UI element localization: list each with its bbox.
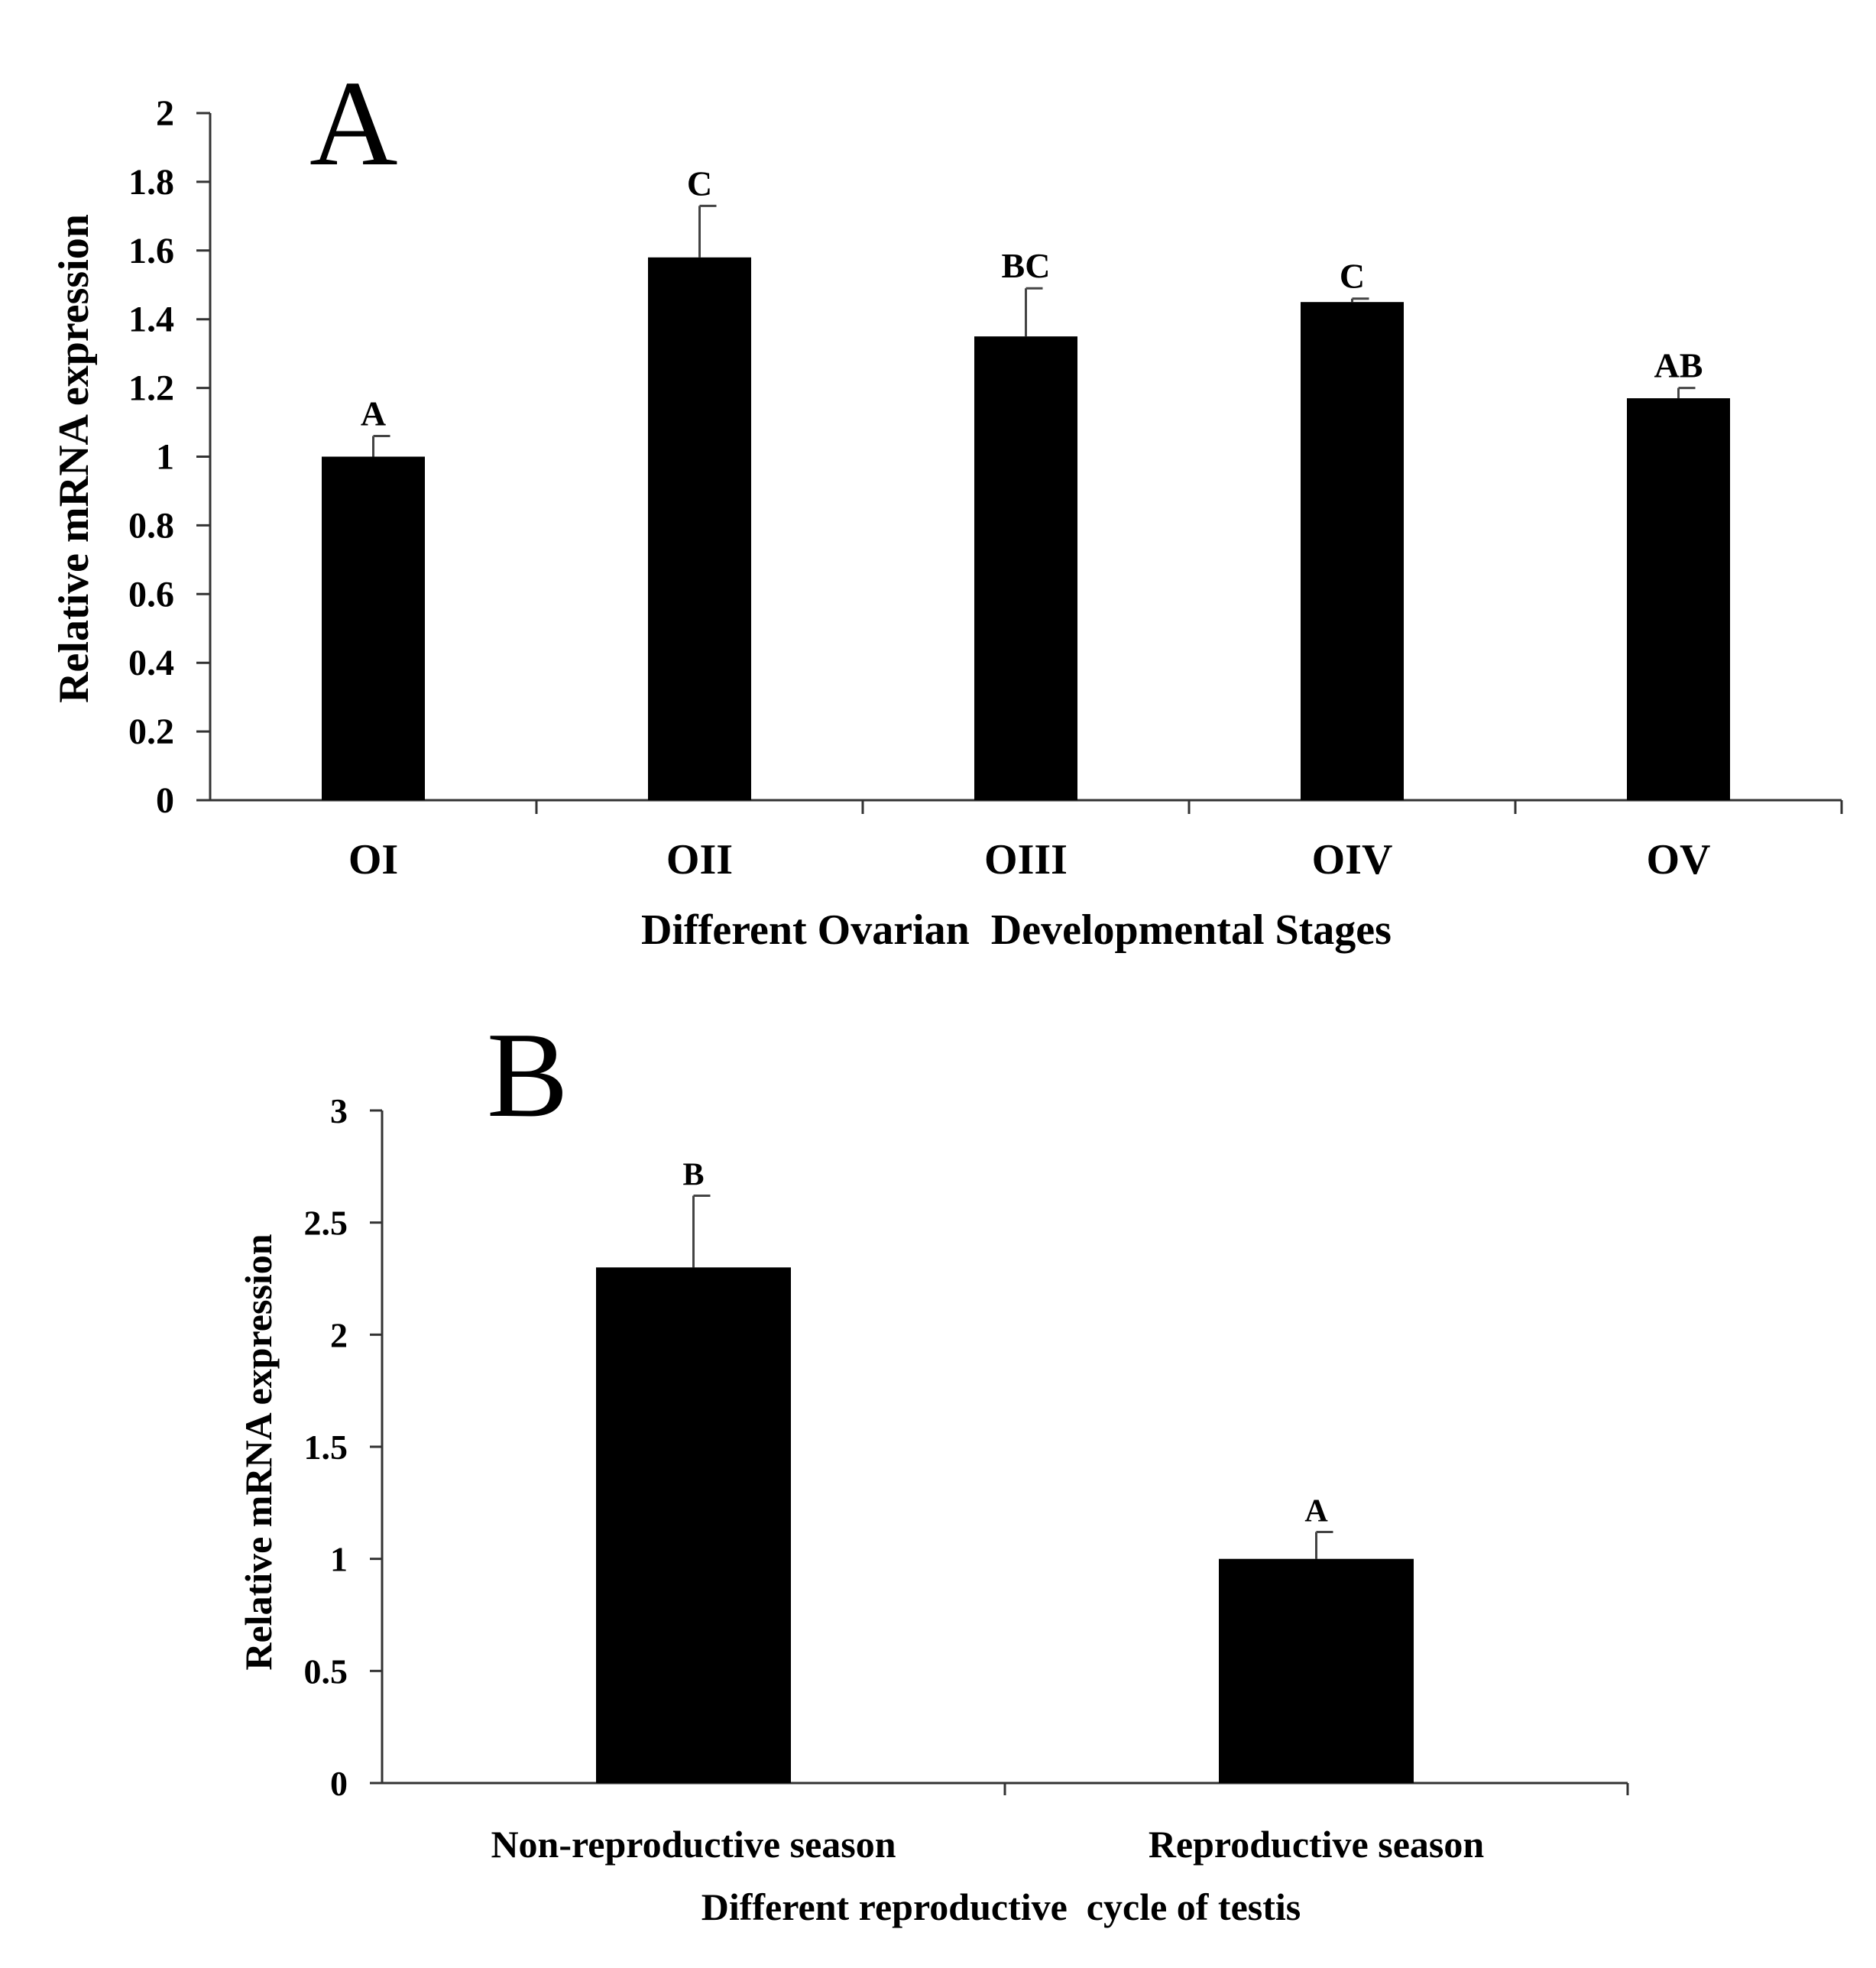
- panel-b-y-axis-title: Relative mRNA expression: [237, 1234, 280, 1670]
- panel-b-y-tick-label: 1: [330, 1540, 348, 1579]
- panel-a-y-tick-label: 0.4: [128, 643, 174, 683]
- panel-a-y-tick-label: 1.2: [128, 368, 174, 409]
- panel-b-x-axis-title: Different reproductive cycle of testis: [701, 1885, 1301, 1928]
- panel-b-category-label: Reproductive season: [1149, 1823, 1485, 1866]
- panel-a-chart: A Relative mRNA expression Different Ova…: [50, 55, 1843, 954]
- panel-a-y-tick-label: 0.6: [128, 574, 174, 614]
- panel-a-y-axis-title: Relative mRNA expression: [50, 214, 98, 703]
- panel-b-y-tick-label: 0: [330, 1764, 348, 1803]
- panel-b-category-label: Non-reproductive season: [491, 1823, 896, 1866]
- panel-a-category-label: OII: [666, 836, 733, 883]
- panel-a-category-label: OV: [1647, 836, 1711, 883]
- panel-a-category-label: OI: [348, 836, 398, 883]
- panel-a-category-label: OIV: [1312, 836, 1393, 883]
- panel-b-bar: [1219, 1558, 1414, 1783]
- panel-a-y-tick-label: 1.6: [128, 231, 174, 271]
- panel-b-y-tick-label: 3: [330, 1091, 348, 1130]
- panel-a-bar: [648, 257, 751, 800]
- panel-a-significance-label: C: [1340, 257, 1365, 296]
- panel-a-bar: [1301, 302, 1404, 801]
- panel-a-category-label: OIII: [984, 836, 1068, 883]
- panel-a-significance-label: C: [687, 164, 712, 203]
- panel-b-y-tick-label: 2.5: [304, 1204, 348, 1243]
- panel-a-bar: [322, 456, 425, 800]
- panel-b-letter: B: [487, 1007, 569, 1143]
- panel-a-y-tick-label: 2: [156, 93, 174, 134]
- panel-a-significance-label: AB: [1654, 346, 1703, 385]
- panel-a-y-tick-label: 1.8: [128, 162, 174, 203]
- panel-a-y-tick-label: 0: [156, 780, 174, 821]
- panel-b-bar: [596, 1267, 791, 1783]
- panel-a-y-tick-label: 0.8: [128, 505, 174, 546]
- panel-a-y-tick-label: 0.2: [128, 712, 174, 752]
- panel-b-y-tick-label: 2: [330, 1315, 348, 1354]
- panel-a-x-axis-title: Different Ovarian Developmental Stages: [641, 906, 1392, 954]
- panel-a-y-tick-label: 1: [156, 437, 174, 478]
- panel-a-significance-label: BC: [1002, 246, 1051, 285]
- panel-a-bar: [1627, 398, 1730, 800]
- panel-a-significance-label: A: [361, 394, 386, 433]
- panel-b-significance-label: A: [1304, 1493, 1328, 1529]
- panel-a-bar: [974, 336, 1077, 800]
- panel-b-y-tick-label: 1.5: [304, 1428, 348, 1467]
- panel-a-letter: A: [309, 55, 398, 191]
- panel-a-y-tick-label: 1.4: [128, 300, 174, 340]
- panel-b-significance-label: B: [682, 1157, 704, 1192]
- panel-b-y-tick-label: 0.5: [304, 1652, 348, 1691]
- panel-b-chart: B Relative mRNA expression Different rep…: [237, 1007, 1629, 1928]
